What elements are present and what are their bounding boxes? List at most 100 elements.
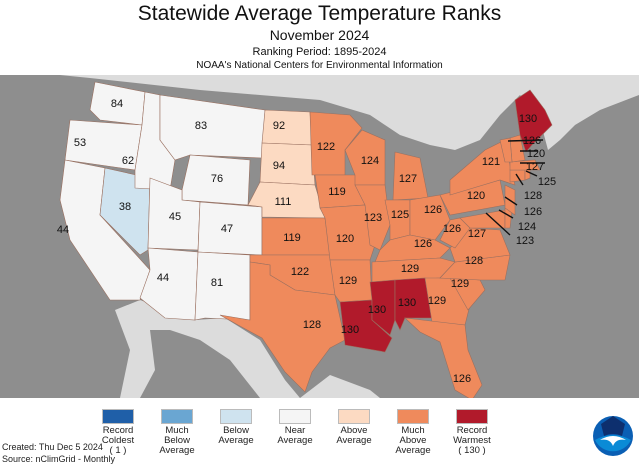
state-rank-label: 119 <box>328 186 346 198</box>
leader-line <box>485 212 511 236</box>
state-rank-label: 119 <box>283 232 301 244</box>
state-rank-label: 76 <box>211 173 223 185</box>
legend-item-record-warmest: Record Warmest( 130 ) <box>442 409 502 456</box>
state-rank-label: 129 <box>339 275 357 287</box>
state-region <box>499 137 513 163</box>
legend-swatch <box>397 409 429 424</box>
data-source: Source: nClimGrid - Monthly <box>2 454 116 464</box>
legend-label: Below <box>223 425 249 436</box>
legend-label: Much <box>165 425 189 436</box>
state-rank-label: 128 <box>524 190 542 202</box>
state-rank-label: 120 <box>527 148 545 160</box>
legend-swatch <box>220 409 252 424</box>
legend-label: Average <box>277 435 313 446</box>
state-rank-label: 126 <box>414 238 432 250</box>
legend-label: Coldest <box>101 435 135 446</box>
state-rank-label: 120 <box>467 190 485 202</box>
legend-swatch <box>456 409 488 424</box>
leader-lines <box>485 139 545 236</box>
legend-item-much-above: Much Above Average <box>383 409 443 456</box>
legend-label: Average <box>218 435 254 446</box>
state-rank-label: 92 <box>273 120 285 132</box>
organization: NOAA's National Centers for Environmenta… <box>196 60 443 71</box>
state-region <box>261 109 313 146</box>
legend-label: Average <box>336 435 372 446</box>
state-rank-label: 121 <box>482 156 500 168</box>
state-rank-label: 124 <box>518 221 536 233</box>
state-region <box>409 194 451 241</box>
state-rank-label: 44 <box>157 272 169 284</box>
state-rank-label: 38 <box>119 201 131 213</box>
state-rank-label: 128 <box>303 319 321 331</box>
legend-label: Near <box>284 425 306 436</box>
us-state-map: 84 53 44 38 62 83 76 45 47 44 81 92 94 111 119 122 128 12… <box>0 75 639 398</box>
noaa-logo <box>593 416 633 456</box>
state-rank-label: 45 <box>169 211 181 223</box>
legend-label: Above <box>399 435 427 446</box>
state-region <box>259 142 316 186</box>
state-region <box>219 261 346 393</box>
legend-label: Warmest <box>453 435 491 446</box>
state-rank-label: 130 <box>341 324 359 336</box>
state-region <box>181 154 251 206</box>
legend-swatch <box>102 409 134 424</box>
state-rank-label: 128 <box>465 255 483 267</box>
legend-swatch <box>338 409 370 424</box>
state-rank-label: 126 <box>524 206 542 218</box>
state-rank-label: 81 <box>211 277 223 289</box>
state-rank-label: 126 <box>443 223 461 235</box>
created-date: Created: Thu Dec 5 2024 <box>2 442 103 452</box>
state-rank-label: 125 <box>391 209 409 221</box>
state-rank-label: 127 <box>399 173 417 185</box>
legend-item-above: Above Average <box>324 409 384 446</box>
state-rank-label: 129 <box>428 295 446 307</box>
state-rank-label: 127 <box>526 161 544 173</box>
legend-label: Above <box>340 425 368 436</box>
leader-line <box>515 173 524 186</box>
state-rank-label: 122 <box>291 266 309 278</box>
state-rank-label: 123 <box>516 235 534 247</box>
state-region <box>404 317 483 398</box>
state-rank-label: 84 <box>111 98 123 110</box>
state-region <box>439 254 511 281</box>
legend-item-much-below: Much Below Average <box>147 409 207 456</box>
states-layer <box>59 81 553 398</box>
legend-label: Below <box>164 435 190 446</box>
leader-line <box>507 139 544 142</box>
state-rank-label: 126 <box>453 373 471 385</box>
state-rank-label: 123 <box>364 212 382 224</box>
state-rank-label: 129 <box>451 278 469 290</box>
state-rank-label: 130 <box>368 304 386 316</box>
legend-item-near: Near Average <box>265 409 325 446</box>
state-rank-label: 130 <box>519 113 537 125</box>
leader-line <box>525 170 538 177</box>
state-rank-label: 62 <box>122 155 134 167</box>
legend-label: ( 130 ) <box>458 445 486 456</box>
state-rank-label: 127 <box>468 228 486 240</box>
state-rank-label: 129 <box>401 263 419 275</box>
state-region <box>247 181 326 219</box>
legend-swatch <box>161 409 193 424</box>
ranking-period: Ranking Period: 1895-2024 <box>252 46 387 58</box>
legend-label: Record <box>102 425 134 436</box>
state-region <box>89 81 146 126</box>
legend-item-record-coldest: Record Coldest( 1 ) <box>88 409 148 456</box>
rank-labels: 84 53 44 38 62 83 76 45 47 44 81 92 94 111 119 122 128 12… <box>57 98 556 385</box>
mexico-land <box>115 300 380 398</box>
state-rank-label: 111 <box>275 196 292 208</box>
legend-label: Much <box>401 425 425 436</box>
state-rank-label: 53 <box>74 137 86 149</box>
map-subtitle: November 2024 <box>269 27 370 43</box>
map-title: Statewide Average Temperature Ranks <box>137 2 502 25</box>
legend-item-below: Below Average <box>206 409 266 446</box>
canada-land <box>0 75 639 150</box>
leader-line <box>498 209 514 219</box>
state-rank-label: 47 <box>221 223 233 235</box>
state-rank-label: 124 <box>361 155 379 167</box>
legend-label: ( 1 ) <box>109 445 127 456</box>
state-rank-label: 125 <box>538 176 556 188</box>
legend-label: Average <box>159 445 195 456</box>
legend-swatch <box>279 409 311 424</box>
state-rank-label: 120 <box>336 233 354 245</box>
